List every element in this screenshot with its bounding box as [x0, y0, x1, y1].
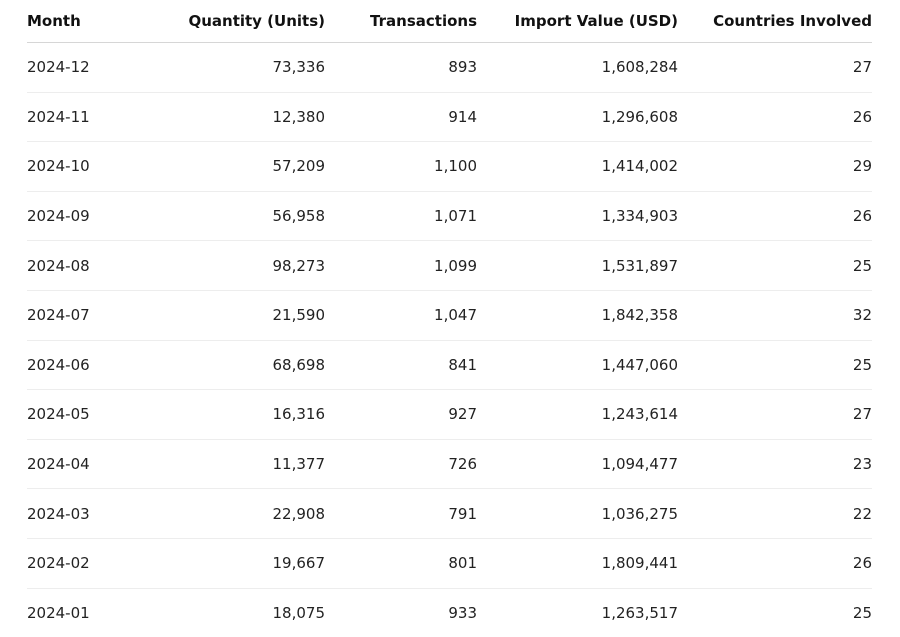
import-value-cell: 1,531,897 — [477, 241, 678, 291]
import-value-cell: 1,334,903 — [477, 191, 678, 241]
import-value-cell: 1,447,060 — [477, 340, 678, 390]
month-cell: 2024-07 — [27, 290, 172, 340]
transactions-cell: 801 — [325, 538, 477, 588]
column-header-month[interactable]: Month — [27, 0, 172, 43]
quantity-cell: 57,209 — [172, 142, 325, 192]
transactions-cell: 893 — [325, 43, 477, 93]
quantity-cell: 98,273 — [172, 241, 325, 291]
countries-cell: 25 — [678, 340, 872, 390]
quantity-cell: 16,316 — [172, 390, 325, 440]
transactions-cell: 914 — [325, 92, 477, 142]
countries-cell: 25 — [678, 588, 872, 637]
import-value-cell: 1,608,284 — [477, 43, 678, 93]
countries-cell: 26 — [678, 538, 872, 588]
transactions-cell: 933 — [325, 588, 477, 637]
import-value-cell: 1,842,358 — [477, 290, 678, 340]
month-cell: 2024-12 — [27, 43, 172, 93]
quantity-cell: 12,380 — [172, 92, 325, 142]
import-value-cell: 1,243,614 — [477, 390, 678, 440]
transactions-cell: 1,047 — [325, 290, 477, 340]
import-value-cell: 1,036,275 — [477, 489, 678, 539]
header-row: Month Quantity (Units) Transactions Impo… — [27, 0, 872, 43]
countries-cell: 22 — [678, 489, 872, 539]
month-cell: 2024-03 — [27, 489, 172, 539]
countries-cell: 25 — [678, 241, 872, 291]
quantity-cell: 18,075 — [172, 588, 325, 637]
quantity-cell: 22,908 — [172, 489, 325, 539]
countries-cell: 23 — [678, 439, 872, 489]
column-header-countries[interactable]: Countries Involved — [678, 0, 872, 43]
transactions-cell: 791 — [325, 489, 477, 539]
countries-cell: 32 — [678, 290, 872, 340]
month-cell: 2024-01 — [27, 588, 172, 637]
quantity-cell: 68,698 — [172, 340, 325, 390]
quantity-cell: 73,336 — [172, 43, 325, 93]
column-header-transactions[interactable]: Transactions — [325, 0, 477, 43]
column-header-quantity[interactable]: Quantity (Units) — [172, 0, 325, 43]
import-value-cell: 1,094,477 — [477, 439, 678, 489]
import-value-cell: 1,263,517 — [477, 588, 678, 637]
quantity-cell: 11,377 — [172, 439, 325, 489]
table-header: Month Quantity (Units) Transactions Impo… — [27, 0, 872, 43]
month-cell: 2024-05 — [27, 390, 172, 440]
transactions-cell: 927 — [325, 390, 477, 440]
month-cell: 2024-04 — [27, 439, 172, 489]
countries-cell: 26 — [678, 191, 872, 241]
transactions-cell: 1,099 — [325, 241, 477, 291]
transactions-cell: 841 — [325, 340, 477, 390]
month-cell: 2024-06 — [27, 340, 172, 390]
countries-cell: 29 — [678, 142, 872, 192]
transactions-cell: 1,071 — [325, 191, 477, 241]
month-cell: 2024-10 — [27, 142, 172, 192]
countries-cell: 26 — [678, 92, 872, 142]
quantity-cell: 56,958 — [172, 191, 325, 241]
import-value-cell: 1,414,002 — [477, 142, 678, 192]
month-cell: 2024-09 — [27, 191, 172, 241]
import-value-cell: 1,809,441 — [477, 538, 678, 588]
transactions-cell: 726 — [325, 439, 477, 489]
countries-cell: 27 — [678, 390, 872, 440]
imports-table-container: Month Quantity (Units) Transactions Impo… — [27, 0, 872, 637]
quantity-cell: 19,667 — [172, 538, 325, 588]
countries-cell: 27 — [678, 43, 872, 93]
import-value-cell: 1,296,608 — [477, 92, 678, 142]
month-cell: 2024-08 — [27, 241, 172, 291]
transactions-cell: 1,100 — [325, 142, 477, 192]
column-header-import-value[interactable]: Import Value (USD) — [477, 0, 678, 43]
month-cell: 2024-11 — [27, 92, 172, 142]
imports-table: Month Quantity (Units) Transactions Impo… — [27, 0, 872, 637]
month-cell: 2024-02 — [27, 538, 172, 588]
quantity-cell: 21,590 — [172, 290, 325, 340]
